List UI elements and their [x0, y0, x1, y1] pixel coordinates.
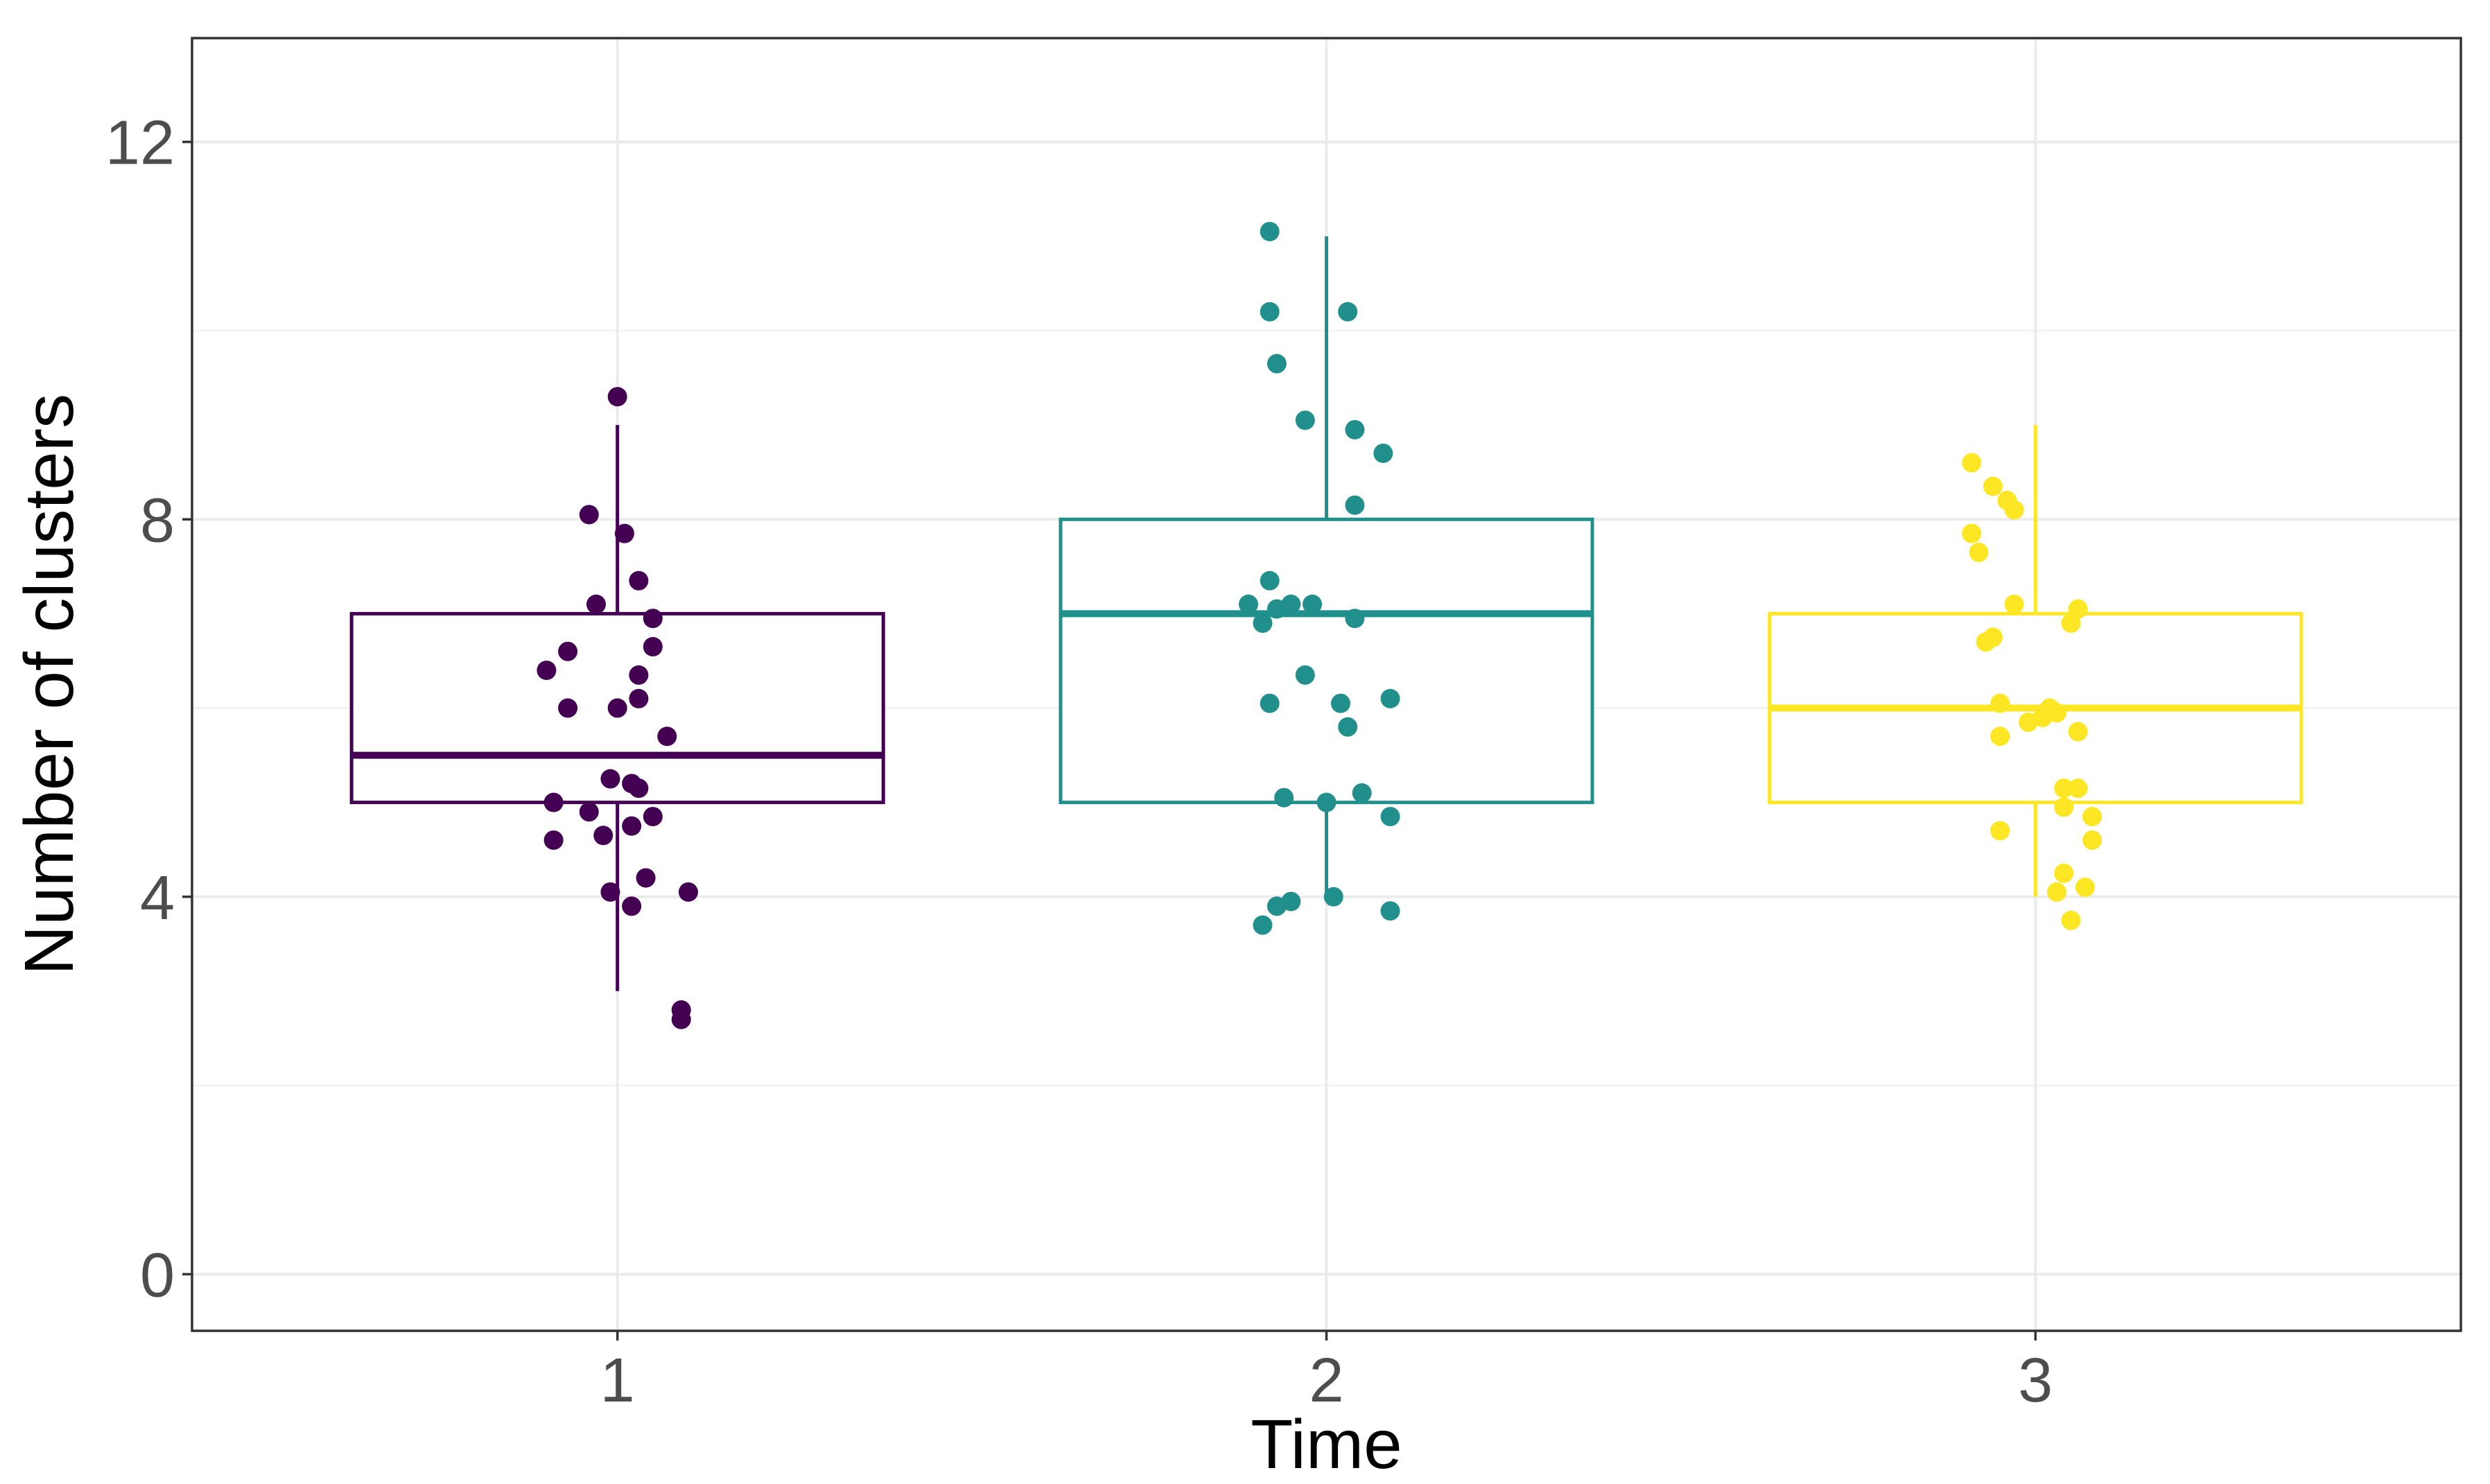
data-point	[1260, 222, 1280, 242]
data-point	[1990, 726, 2010, 747]
data-point	[1281, 891, 1301, 911]
data-point	[2046, 882, 2066, 902]
data-point	[1990, 693, 2010, 713]
x-tick-label: 3	[2018, 1346, 2053, 1415]
y-tick-label: 4	[140, 864, 175, 933]
data-point	[1330, 693, 1350, 713]
data-point	[629, 778, 649, 798]
data-point	[600, 769, 620, 789]
data-point	[2068, 778, 2088, 798]
data-point	[579, 802, 599, 822]
data-point	[622, 896, 642, 916]
data-point	[1338, 302, 1358, 322]
data-point	[1323, 887, 1343, 907]
data-point	[1380, 688, 1400, 708]
data-point	[1266, 353, 1287, 374]
data-point	[2004, 594, 2024, 614]
data-point	[2054, 797, 2074, 817]
data-point	[607, 387, 627, 407]
data-point	[636, 868, 656, 888]
data-point	[1990, 821, 2010, 841]
data-point	[543, 830, 564, 850]
data-point	[1295, 665, 1315, 685]
data-point	[643, 637, 663, 657]
data-point	[1338, 717, 1358, 737]
data-point	[2054, 778, 2074, 798]
data-point	[1373, 443, 1393, 463]
x-tick-label: 1	[600, 1346, 635, 1415]
data-point	[1281, 594, 1301, 614]
x-tick-label: 2	[1309, 1346, 1343, 1415]
data-point	[629, 688, 649, 708]
data-point	[1260, 302, 1280, 322]
data-point	[2061, 613, 2081, 634]
data-point	[586, 594, 607, 614]
data-point	[643, 807, 663, 827]
data-point	[2004, 500, 2024, 520]
data-point	[2068, 722, 2088, 742]
data-point	[629, 570, 649, 591]
data-point	[1345, 495, 1365, 515]
x-axis-title: Time	[1251, 1406, 1402, 1483]
data-point	[593, 826, 613, 846]
data-point	[2032, 708, 2053, 728]
data-point	[2054, 863, 2074, 883]
data-point	[1380, 807, 1400, 827]
data-point	[543, 792, 564, 812]
data-points	[537, 222, 2102, 1029]
data-point	[1380, 901, 1400, 921]
data-point	[1316, 792, 1337, 812]
data-point	[629, 665, 649, 685]
y-tick-label: 12	[105, 109, 175, 178]
data-point	[1962, 453, 1982, 473]
data-point	[558, 641, 578, 661]
data-point	[1352, 783, 1372, 803]
data-point	[1253, 915, 1273, 935]
data-point	[1274, 787, 1294, 808]
data-point	[1983, 476, 2003, 496]
data-point	[600, 882, 620, 902]
data-point	[671, 1009, 691, 1029]
box-group-3	[1768, 425, 2304, 897]
box-iqr	[1059, 517, 1594, 805]
data-point	[1969, 542, 1989, 562]
data-point	[1962, 523, 1982, 543]
data-point	[558, 698, 578, 718]
data-point	[1345, 609, 1365, 629]
y-axis-title: Number of clusters	[10, 394, 88, 975]
data-point	[657, 726, 677, 747]
data-point	[643, 609, 663, 629]
data-point	[1238, 594, 1258, 614]
data-point	[1345, 419, 1365, 439]
data-point	[1976, 632, 1996, 652]
data-point	[2082, 830, 2102, 850]
box-group-2	[1059, 236, 1594, 897]
data-point	[2075, 878, 2095, 898]
data-point	[537, 661, 557, 681]
data-point	[678, 882, 698, 902]
data-point	[1253, 613, 1273, 634]
data-point	[1260, 693, 1280, 713]
data-point	[2061, 910, 2081, 930]
data-point	[607, 698, 627, 718]
data-point	[579, 505, 599, 525]
data-point	[1303, 594, 1323, 614]
data-point	[1260, 570, 1280, 591]
data-point	[614, 523, 634, 543]
y-tick-label: 8	[140, 486, 175, 555]
data-point	[1295, 410, 1315, 430]
data-point	[622, 816, 642, 836]
data-point	[2082, 807, 2102, 827]
y-tick-label: 0	[140, 1241, 175, 1310]
